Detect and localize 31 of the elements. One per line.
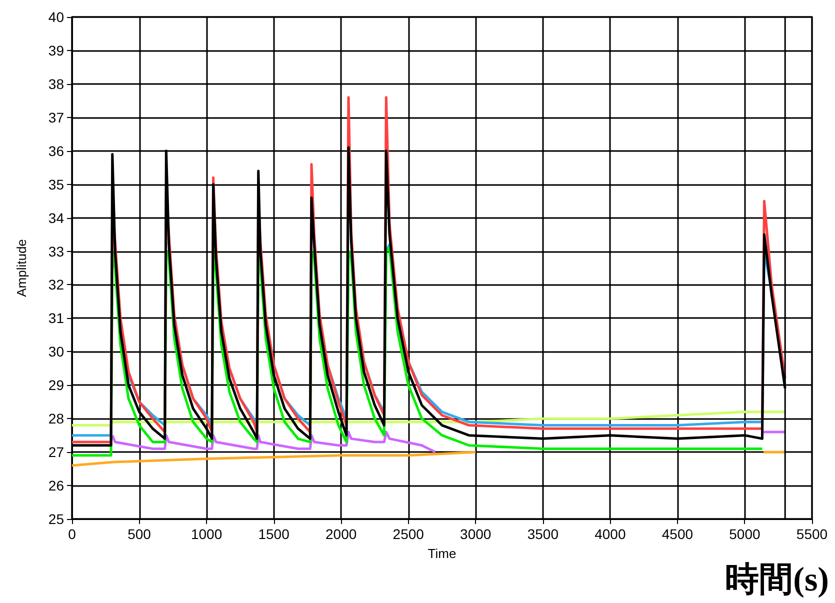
y-tick-label: 25 (48, 511, 64, 527)
y-tick-label: 30 (48, 344, 64, 360)
x-tick-label: 3500 (527, 526, 559, 542)
y-tick-label: 40 (48, 9, 64, 25)
y-tick-label: 29 (48, 377, 64, 394)
x-tick-label: 2500 (392, 526, 424, 542)
y-axis-title: Amplitude (14, 239, 29, 297)
y-tick-label: 33 (48, 243, 64, 260)
x-tick-label: 5000 (729, 526, 761, 542)
y-tick-label: 32 (48, 276, 64, 293)
x-tick-label: 4000 (594, 526, 626, 542)
y-tick-label: 27 (48, 444, 64, 460)
y-tick-label: 38 (48, 76, 64, 92)
y-tick-label: 31 (48, 310, 64, 326)
y-tick-label: 34 (48, 210, 64, 226)
y-tick-label: 36 (48, 142, 64, 159)
y-tick-label: 35 (48, 176, 64, 192)
y-tick-label: 28 (48, 410, 64, 427)
x-axis-title: Time (428, 546, 456, 561)
text: 時間(s) (725, 562, 830, 598)
x-tick-label: 1000 (190, 526, 222, 542)
y-tick-label: 26 (48, 478, 64, 494)
y-tick-label: 39 (48, 42, 64, 58)
x-tick-label: 0 (68, 526, 76, 542)
y-tick-label: 37 (48, 109, 64, 126)
x-tick-label: 4500 (662, 526, 694, 542)
x-tick-label: 2000 (326, 526, 357, 542)
x-tick-label: 1500 (258, 526, 290, 542)
x-tick-label: 5500 (796, 526, 828, 542)
x-tick-label: 500 (128, 526, 152, 542)
x-tick-label: 3000 (460, 526, 492, 542)
